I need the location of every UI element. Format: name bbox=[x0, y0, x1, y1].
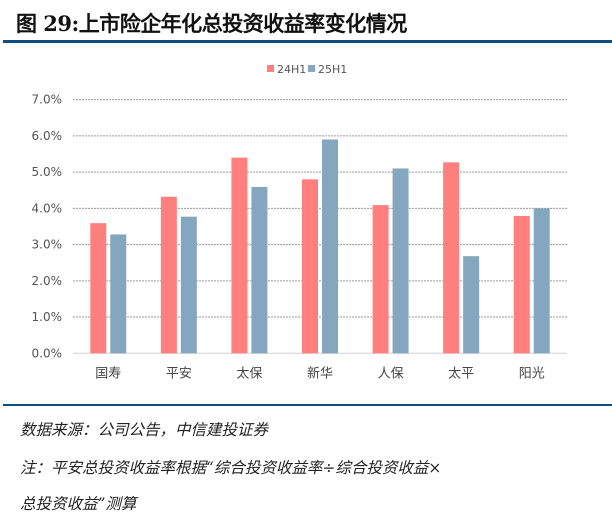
x-tick-label: 新华 bbox=[307, 365, 333, 381]
bar-25H1-国寿 bbox=[110, 234, 127, 354]
bar-24H1-太平 bbox=[443, 162, 460, 354]
figure-title: 图 29:上市险企年化总投资收益率变化情况 bbox=[16, 11, 407, 36]
bar-25H1-人保 bbox=[392, 168, 409, 354]
x-tick-label: 太平 bbox=[448, 366, 474, 381]
y-tick-label: 3.0% bbox=[32, 238, 63, 252]
bar-25H1-太平 bbox=[463, 256, 480, 354]
x-tick-label: 平安 bbox=[166, 366, 192, 381]
bar-24H1-国寿 bbox=[90, 223, 107, 354]
x-tick-label: 太保 bbox=[236, 366, 262, 381]
y-tick-label: 0.0% bbox=[32, 346, 63, 360]
y-tick-label: 1.0% bbox=[32, 310, 63, 324]
x-tick-label: 国寿 bbox=[95, 366, 121, 381]
bar-24H1-平安 bbox=[160, 196, 177, 354]
y-tick-label: 5.0% bbox=[32, 165, 63, 179]
legend-label: 25H1 bbox=[318, 63, 347, 76]
y-tick-label: 2.0% bbox=[32, 274, 63, 288]
legend-swatch-24H1 bbox=[267, 65, 274, 72]
bar-25H1-新华 bbox=[322, 139, 338, 354]
y-tick-label: 4.0% bbox=[32, 201, 63, 215]
footnote-line-2: 总投资收益”测算 bbox=[20, 495, 137, 513]
bar-24H1-人保 bbox=[372, 205, 389, 354]
bar-24H1-太保 bbox=[231, 157, 248, 354]
bar-24H1-阳光 bbox=[513, 215, 530, 354]
bar-24H1-新华 bbox=[302, 179, 318, 354]
bar-25H1-阳光 bbox=[533, 208, 550, 354]
legend-swatch-25H1 bbox=[308, 65, 315, 72]
bar-25H1-太保 bbox=[251, 186, 268, 354]
footnote-line-1: 注：平安总投资收益率根据“综合投资收益率÷综合投资收益× bbox=[20, 459, 442, 477]
legend-label: 24H1 bbox=[277, 63, 306, 76]
bar-chart: 0.0% 1.0% 2.0% 3.0% 4.0% 5.0% 6.0% 7.0% 国寿 平安 太保 新华… bbox=[32, 63, 567, 381]
bar-25H1-平安 bbox=[180, 216, 197, 354]
y-tick-label: 7.0% bbox=[32, 93, 63, 107]
x-tick-label: 人保 bbox=[378, 366, 404, 381]
footer-divider bbox=[3, 404, 612, 406]
title-divider bbox=[3, 40, 612, 43]
x-tick-label: 阳光 bbox=[519, 366, 545, 381]
y-tick-label: 6.0% bbox=[32, 129, 63, 143]
source-note: 数据来源：公司公告，中信建投证券 bbox=[20, 421, 269, 439]
